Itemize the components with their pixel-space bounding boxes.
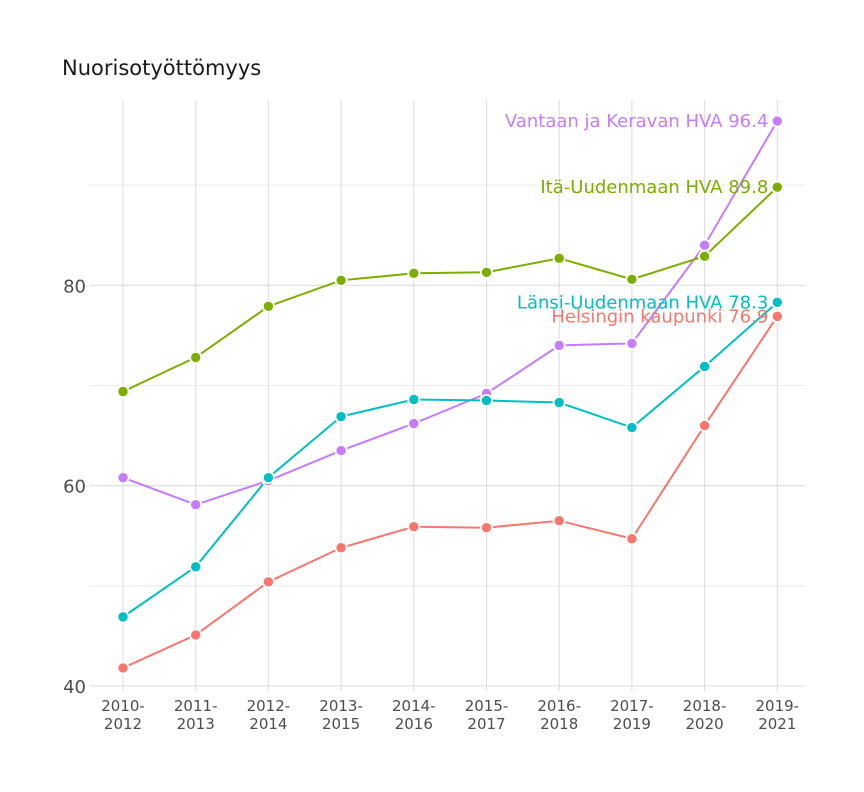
x-tick-label: 2016-2018 <box>537 697 581 733</box>
data-point <box>625 336 639 350</box>
series-end-label: Länsi-Uudenmaan HVA 78.3 <box>517 292 768 313</box>
data-point <box>770 295 784 309</box>
data-point <box>407 266 421 280</box>
data-point <box>261 575 275 589</box>
x-tick-label: 2010-2012 <box>101 697 145 733</box>
data-point <box>770 114 784 128</box>
data-point <box>261 471 275 485</box>
y-tick-label: 80 <box>63 276 86 297</box>
y-tick-label: 40 <box>63 677 86 698</box>
data-point <box>698 359 712 373</box>
data-point <box>479 521 493 535</box>
data-point <box>698 238 712 252</box>
series-line <box>122 120 779 506</box>
data-point <box>698 249 712 263</box>
data-point <box>552 338 566 352</box>
data-point <box>189 628 203 642</box>
data-point <box>189 350 203 364</box>
data-point <box>552 251 566 265</box>
x-tick-label: 2013-2015 <box>319 697 363 733</box>
series-end-label: Helsingin kaupunki 76.9 <box>551 306 768 327</box>
data-point <box>625 272 639 286</box>
data-point <box>479 394 493 408</box>
series-line <box>122 186 778 393</box>
data-point <box>334 273 348 287</box>
x-tick-label: 2018-2020 <box>683 697 727 733</box>
data-point <box>407 393 421 407</box>
series-end-label: Vantaan ja Keravan HVA 96.4 <box>505 111 768 132</box>
series-line <box>122 315 779 669</box>
data-point <box>334 541 348 555</box>
data-point <box>407 520 421 534</box>
x-tick-label: 2017-2019 <box>610 697 654 733</box>
data-point <box>698 419 712 433</box>
data-point <box>189 498 203 512</box>
data-point <box>116 471 130 485</box>
data-point <box>479 265 493 279</box>
data-point <box>334 444 348 458</box>
data-point <box>552 396 566 410</box>
x-tick-label: 2011-2013 <box>174 697 218 733</box>
data-point <box>261 299 275 313</box>
data-point <box>625 421 639 435</box>
data-point <box>334 410 348 424</box>
x-tick-label: 2019-2021 <box>756 697 800 733</box>
data-point <box>189 560 203 574</box>
data-point <box>552 514 566 528</box>
series-end-label: Itä-Uudenmaan HVA 89.8 <box>540 177 768 198</box>
data-point <box>770 309 784 323</box>
x-tick-label: 2015-2017 <box>465 697 509 733</box>
data-point <box>625 532 639 546</box>
data-point <box>770 180 784 194</box>
data-point <box>116 610 130 624</box>
y-tick-label: 60 <box>63 477 86 498</box>
chart-title: Nuorisotyöttömyys <box>62 56 262 80</box>
x-tick-label: 2012-2014 <box>247 697 291 733</box>
x-tick-label: 2014-2016 <box>392 697 436 733</box>
data-point <box>116 384 130 398</box>
data-point <box>116 661 130 675</box>
data-point <box>407 417 421 431</box>
series-line <box>122 301 778 618</box>
